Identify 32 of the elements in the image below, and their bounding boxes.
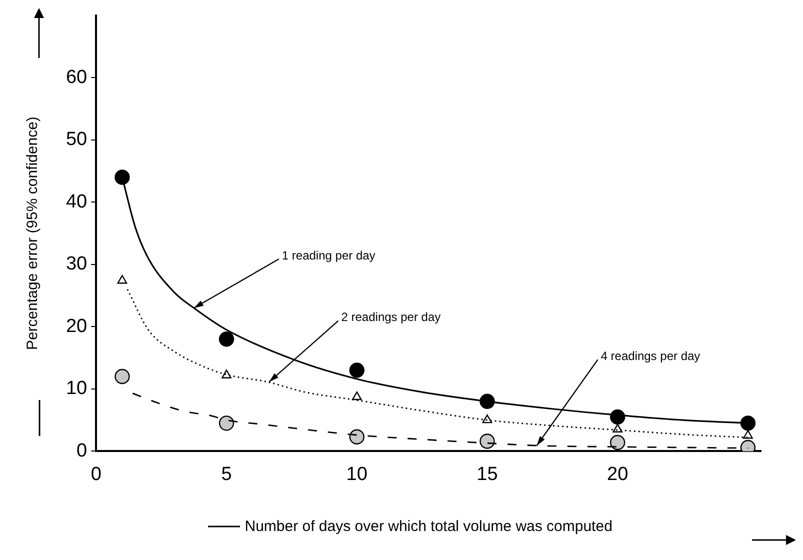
y-tick-label: 60 [66,66,88,88]
y-tick-label: 20 [66,316,88,337]
point [349,429,364,444]
x-tick-label: 5 [221,464,232,485]
annotation: 1 reading per day [282,248,376,262]
x-tick-label: 20 [607,464,628,485]
x-tick-label: 10 [346,464,368,485]
point [222,370,232,378]
y-tick-label: 50 [66,129,88,150]
point [117,275,128,284]
point [114,170,130,185]
y-tick-label: 10 [66,378,88,400]
point [743,430,753,439]
point [352,391,362,400]
annotation: 4 readings per day [600,348,700,363]
point [218,416,234,431]
x-axis-title: Number of days over which total volume was computed [244,518,612,536]
y-tick-label: 30 [66,254,88,275]
point [482,414,492,424]
point [218,332,234,347]
point [349,362,364,378]
point [612,424,623,433]
point [740,416,756,431]
x-tick-label: 0 [90,464,102,485]
point [480,434,495,449]
y-axis-title: Percentage error (95% confidence) [24,116,42,350]
y-tick-label: 0 [76,440,88,462]
x-tick-label: 15 [476,464,498,485]
y-tick-label: 40 [66,191,88,212]
point [114,368,130,384]
point [610,434,626,450]
annotation: 2 readings per day [341,310,441,324]
